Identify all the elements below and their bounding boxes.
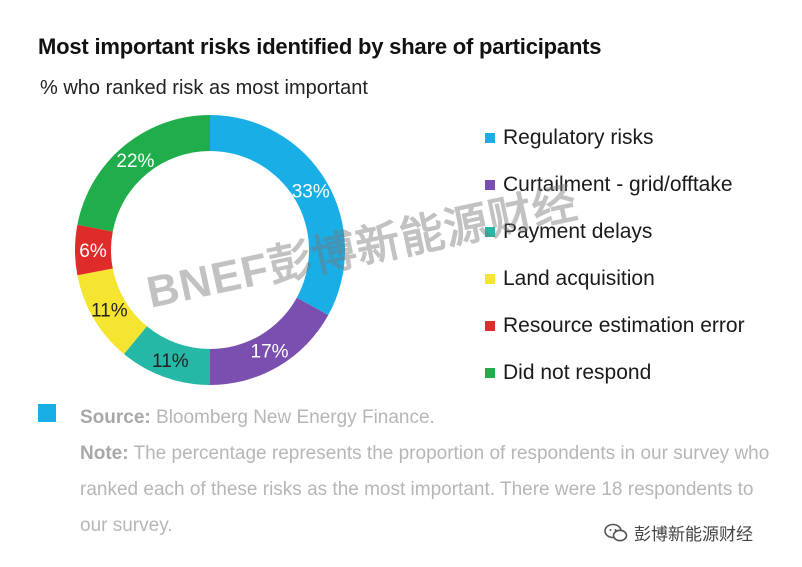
legend-swatch <box>485 132 495 143</box>
donut-slice-0 <box>210 115 345 316</box>
slice-label-0: 33% <box>292 181 330 202</box>
source-text: Bloomberg New Energy Finance. <box>150 407 435 428</box>
legend-swatch <box>485 367 495 378</box>
legend-label: Did not respond <box>503 360 652 384</box>
slice-label-3: 11% <box>91 301 128 322</box>
donut-slice-2 <box>123 326 210 385</box>
legend-label: Resource estimation error <box>503 313 745 337</box>
note-paragraph: Note: The percentage represents the prop… <box>80 436 770 544</box>
slice-label-1: 17% <box>251 342 289 363</box>
chart-title: Most important risks identified by share… <box>38 34 602 59</box>
slice-label-4: 6% <box>79 241 107 262</box>
footer-brand-text: 彭博新能源财经 <box>634 525 753 544</box>
legend-label: Curtailment - grid/offtake <box>503 172 733 196</box>
legend-label: Regulatory risks <box>503 125 654 149</box>
legend-item-0: Regulatory risks <box>485 114 745 161</box>
chart-notes: Source: Bloomberg New Energy Finance. No… <box>80 400 770 544</box>
legend-item-4: Resource estimation error <box>485 302 745 349</box>
source-marker <box>38 404 56 422</box>
legend-item-2: Payment delays <box>485 208 745 255</box>
legend-swatch <box>485 179 495 190</box>
legend-swatch <box>485 226 495 237</box>
wechat-icon <box>604 523 628 541</box>
footer-brand: 彭博新能源财经 <box>604 520 753 545</box>
legend-item-3: Land acquisition <box>485 255 745 302</box>
donut-slice-3 <box>77 268 147 355</box>
legend-item-1: Curtailment - grid/offtake <box>485 161 745 208</box>
source-line: Source: Bloomberg New Energy Finance. <box>80 400 770 436</box>
legend-swatch <box>485 273 495 284</box>
note-label: Note: <box>80 443 129 464</box>
donut-slice-5 <box>77 115 210 232</box>
chart-legend: Regulatory risks Curtailment - grid/offta… <box>485 114 745 396</box>
donut-slice-1 <box>210 297 329 385</box>
legend-label: Payment delays <box>503 219 653 243</box>
slice-label-2: 11% <box>152 351 189 372</box>
legend-label: Land acquisition <box>503 266 655 290</box>
donut-slice-4 <box>75 224 113 276</box>
slice-label-5: 22% <box>116 151 154 172</box>
legend-swatch <box>485 320 495 331</box>
chart-subtitle: % who ranked risk as most important <box>40 77 368 99</box>
note-text: The percentage represents the proportion… <box>80 443 770 536</box>
source-label: Source: <box>80 407 151 428</box>
legend-item-5: Did not respond <box>485 349 745 396</box>
